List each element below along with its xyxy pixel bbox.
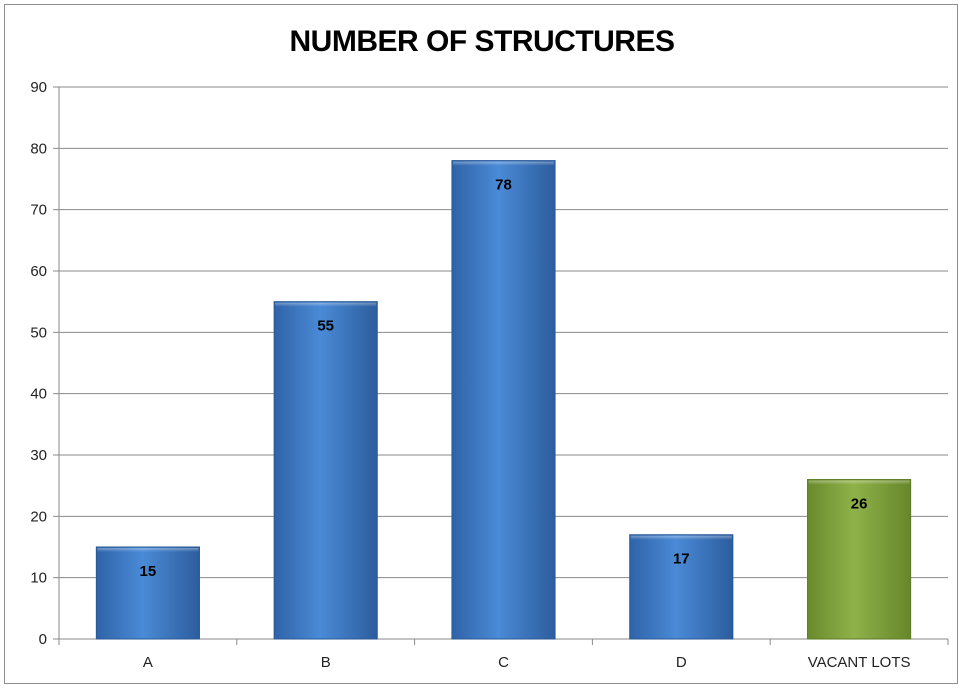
x-tick-label: VACANT LOTS (808, 654, 911, 671)
y-tick-label: 30 (30, 447, 47, 464)
bar-highlight (808, 480, 910, 485)
data-label: 78 (495, 177, 512, 194)
bar-c (451, 160, 556, 640)
labels: 0 10 20 30 40 50 60 70 80 90 15 A 55 B 78 C 17 D 26 VACANT … (30, 79, 910, 671)
bar-highlight (452, 161, 555, 166)
bar-highlight (630, 535, 732, 540)
bar-highlight (275, 302, 377, 307)
data-label: 17 (673, 551, 690, 568)
bar-d (629, 534, 734, 640)
bar-vacant-lots (807, 479, 912, 640)
data-label: 15 (140, 563, 157, 580)
bar-a (95, 546, 200, 640)
y-tick-label: 20 (30, 508, 47, 525)
bar-b (273, 301, 378, 640)
y-tick-label: 50 (30, 324, 47, 341)
x-tick-label: A (143, 654, 153, 671)
y-tick-label: 0 (39, 631, 47, 648)
y-tick-label: 60 (30, 263, 47, 280)
y-tick-label: 80 (30, 140, 47, 157)
x-tick-label: C (498, 654, 509, 671)
y-tick-label: 70 (30, 202, 47, 219)
data-label: 26 (851, 496, 868, 513)
y-tick-label: 10 (30, 570, 47, 587)
chart-title: NUMBER OF STRUCTURES (289, 25, 676, 58)
x-tick-label: D (676, 654, 687, 671)
data-label: 55 (317, 318, 334, 335)
y-tick-label: 90 (30, 79, 47, 96)
y-tick-label: 40 (30, 386, 47, 403)
x-tick-label: B (321, 654, 331, 671)
bar-highlight (97, 548, 199, 552)
bars (95, 160, 912, 640)
